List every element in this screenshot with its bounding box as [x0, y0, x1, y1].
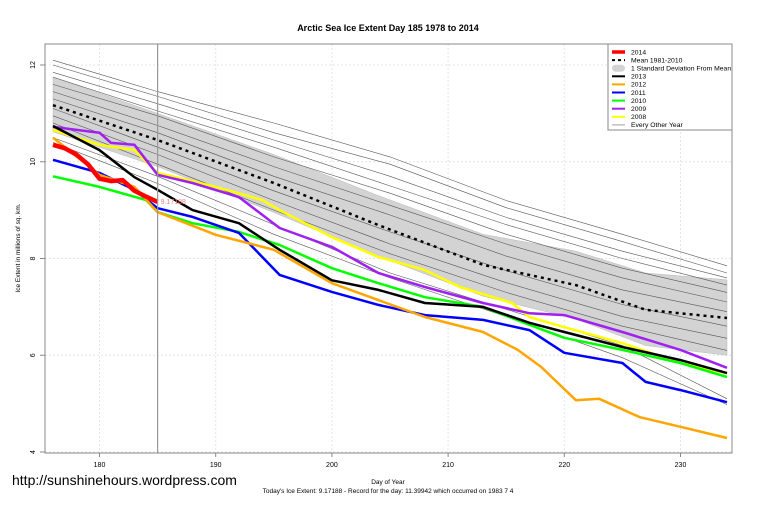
series-line-2012 [52, 136, 728, 440]
legend-label: 2009 [631, 106, 646, 113]
x-tick-label: 210 [442, 462, 454, 469]
legend-label: 2013 [631, 74, 646, 81]
y-tick-label: 10 [30, 158, 37, 166]
legend-label: 2008 [631, 114, 646, 121]
y-axis-label: Ice Extent in millions of sq. km. [15, 203, 22, 292]
y-tick-label: 8 [30, 256, 37, 260]
x-tick-label: 180 [94, 462, 106, 469]
watermark-url: http://sunshinehours.wordpress.com [12, 472, 237, 488]
chart-title: Arctic Sea Ice Extent Day 185 1978 to 20… [297, 23, 479, 33]
legend-label: 2012 [631, 82, 646, 89]
x-tick-label: 190 [210, 462, 222, 469]
axes: 180 190 200 210 220 230 4 6 8 10 12 [30, 61, 686, 469]
plot-frame [44, 43, 733, 454]
x-axis-label: Day of Year [371, 479, 405, 486]
series-lines [52, 124, 728, 440]
x-tick-label: 220 [558, 462, 570, 469]
current-value-label: 9.17188 [161, 199, 186, 206]
y-tick-label: 12 [30, 61, 37, 69]
x-tick-label: 200 [326, 462, 338, 469]
legend-label: Every Other Year [631, 122, 683, 129]
x-tick-label: 230 [675, 462, 687, 469]
y-tick-label: 4 [30, 450, 37, 454]
chart-subtitle: Today's Ice Extent: 9.17188 - Record for… [263, 488, 514, 495]
legend-label: Mean 1981-2010 [631, 57, 683, 64]
legend-label: 2010 [631, 98, 646, 105]
legend-box [607, 43, 733, 131]
series-line-2013 [52, 124, 728, 375]
legend-label: 1 Standard Deviation From Mean [631, 66, 731, 73]
series-line-2014 [52, 142, 159, 204]
legend-label: 2011 [631, 90, 646, 97]
legend-label: 2014 [631, 49, 646, 56]
series-line-2009 [52, 125, 728, 369]
y-tick-label: 6 [30, 353, 37, 357]
legend-swatch [612, 64, 625, 72]
